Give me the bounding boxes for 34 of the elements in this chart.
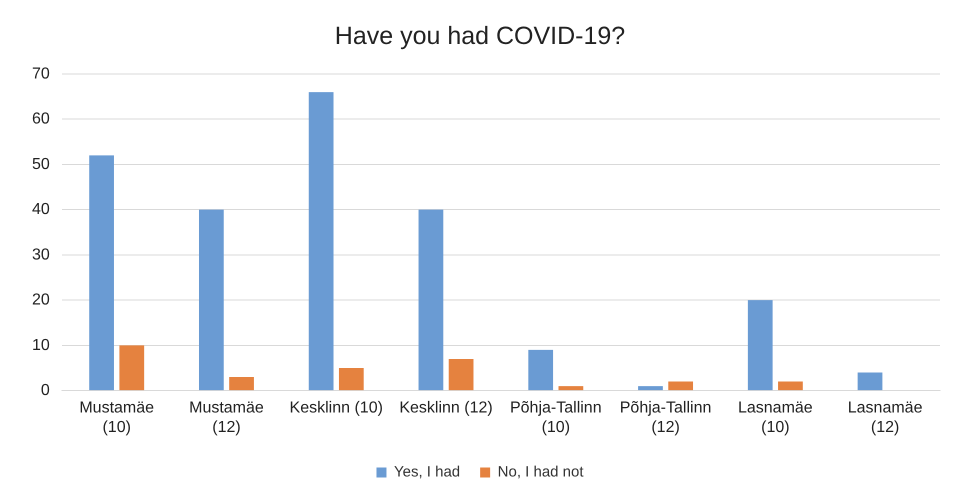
bar — [229, 377, 254, 390]
y-tick-label: 50 — [32, 156, 50, 173]
x-tick-label: Põhja-Tallinn (12) — [620, 400, 712, 436]
bar — [748, 300, 773, 390]
bar — [448, 358, 474, 390]
x-tick-label: Põhja-Tallinn (10) — [510, 400, 602, 436]
bar — [338, 368, 364, 390]
bar — [418, 210, 444, 390]
bar — [638, 386, 663, 390]
y-tick-label: 60 — [32, 110, 50, 128]
y-tick-label: 30 — [32, 246, 50, 264]
bar — [308, 92, 334, 390]
bar — [528, 350, 554, 390]
bar — [89, 155, 114, 390]
y-tick-label: 10 — [32, 336, 50, 354]
bar — [119, 345, 144, 390]
legend-label: No, I had not — [498, 464, 584, 481]
x-tick-label: Mustamäe (10) — [79, 400, 154, 436]
legend-label: Yes, I had — [394, 464, 460, 481]
x-tick-label: Kesklinn (10) — [290, 400, 383, 417]
y-tick-label: 40 — [32, 201, 50, 218]
chart-title: Have you had COVID-19? — [334, 22, 626, 50]
y-tick-label: 0 — [40, 382, 50, 400]
bar — [558, 386, 584, 390]
y-tick-label: 20 — [32, 292, 50, 309]
y-tick-label: 70 — [32, 65, 50, 82]
bar — [668, 382, 694, 390]
bar — [778, 382, 803, 390]
x-tick-label: Lasnamäe (12) — [848, 400, 923, 436]
bar — [198, 210, 224, 390]
x-tick-label: Mustamäe (12) — [189, 400, 264, 436]
x-tick-label: Kesklinn (12) — [399, 400, 493, 417]
x-tick-label: Lasnamäe (10) — [738, 400, 813, 436]
bar — [858, 372, 882, 390]
